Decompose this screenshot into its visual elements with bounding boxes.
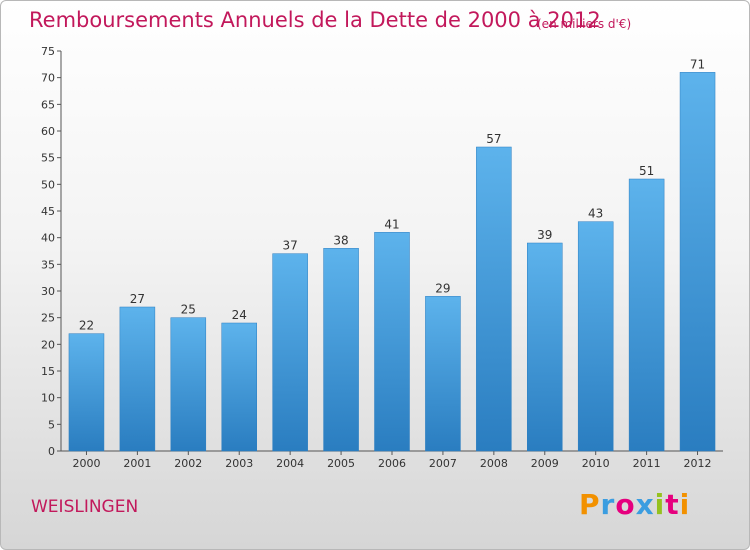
bar-2009[interactable] xyxy=(527,242,563,452)
proxiti-logo[interactable]: Proxiti xyxy=(579,488,690,521)
y-tick-label: 20 xyxy=(41,338,55,351)
x-tick-label-2000: 2000 xyxy=(72,457,100,470)
logo-letter: x xyxy=(635,488,655,521)
data-label-2006: 41 xyxy=(384,217,399,231)
x-tick-label-2009: 2009 xyxy=(531,457,559,470)
y-tick-label: 5 xyxy=(48,418,55,431)
bar-2005[interactable] xyxy=(323,248,359,452)
bar-2011[interactable] xyxy=(628,178,665,452)
x-tick-label-2008: 2008 xyxy=(480,457,508,470)
bar-2003[interactable] xyxy=(221,322,257,452)
x-tick-label-2010: 2010 xyxy=(582,457,610,470)
data-label-2011: 51 xyxy=(639,164,654,178)
x-tick-label-2004: 2004 xyxy=(276,457,304,470)
y-tick-label: 75 xyxy=(41,45,55,58)
data-label-2008: 57 xyxy=(486,132,501,146)
x-tick-label-2011: 2011 xyxy=(633,457,661,470)
x-tick-label-2005: 2005 xyxy=(327,457,355,470)
y-tick-label: 25 xyxy=(41,312,55,325)
x-tick-label-2001: 2001 xyxy=(123,457,151,470)
bar-2006[interactable] xyxy=(374,232,410,452)
logo-letter: i xyxy=(679,488,691,521)
data-label-2000: 22 xyxy=(79,319,94,333)
data-label-2002: 25 xyxy=(181,303,196,317)
y-tick-label: 10 xyxy=(41,392,55,405)
y-tick-label: 55 xyxy=(41,152,55,165)
bar-2002[interactable] xyxy=(170,317,207,452)
y-tick-label: 65 xyxy=(41,98,55,111)
data-label-2009: 39 xyxy=(537,228,552,242)
chart-subtitle: (en milliers d'€) xyxy=(537,17,632,31)
y-tick-label: 45 xyxy=(41,205,55,218)
bar-2004[interactable] xyxy=(272,253,308,452)
data-label-2005: 38 xyxy=(333,233,348,247)
logo-letter: t xyxy=(665,488,680,521)
x-tick-label-2007: 2007 xyxy=(429,457,457,470)
y-tick-label: 70 xyxy=(41,72,55,85)
chart-title: Remboursements Annuels de la Dette de 20… xyxy=(29,8,601,32)
y-tick-label: 30 xyxy=(41,285,55,298)
bar-2012[interactable] xyxy=(679,72,716,452)
logo-letter: o xyxy=(615,488,636,521)
logo-letter: i xyxy=(654,488,666,521)
commune-name: WEISLINGEN xyxy=(31,497,139,517)
x-tick-label-2006: 2006 xyxy=(378,457,406,470)
bar-2007[interactable] xyxy=(425,296,461,452)
bar-2010[interactable] xyxy=(577,221,614,452)
y-tick-label: 60 xyxy=(41,125,55,138)
data-label-2001: 27 xyxy=(130,292,145,306)
y-tick-label: 50 xyxy=(41,178,55,191)
data-label-2004: 37 xyxy=(283,239,298,253)
bar-2000[interactable] xyxy=(68,333,105,452)
x-tick-label-2003: 2003 xyxy=(225,457,253,470)
data-label-2010: 43 xyxy=(588,207,603,221)
bar-2008[interactable] xyxy=(476,146,512,452)
bar-2001[interactable] xyxy=(119,306,156,452)
x-tick-label-2002: 2002 xyxy=(174,457,202,470)
data-label-2012: 71 xyxy=(690,57,705,71)
y-tick-label: 15 xyxy=(41,365,55,378)
y-tick-label: 35 xyxy=(41,258,55,271)
y-tick-label: 40 xyxy=(41,232,55,245)
data-label-2007: 29 xyxy=(435,281,450,295)
logo-letter: P xyxy=(579,488,601,521)
data-label-2003: 24 xyxy=(232,308,247,322)
y-tick-label: 0 xyxy=(48,445,55,458)
logo-letter: r xyxy=(600,488,616,521)
x-tick-label-2012: 2012 xyxy=(684,457,712,470)
